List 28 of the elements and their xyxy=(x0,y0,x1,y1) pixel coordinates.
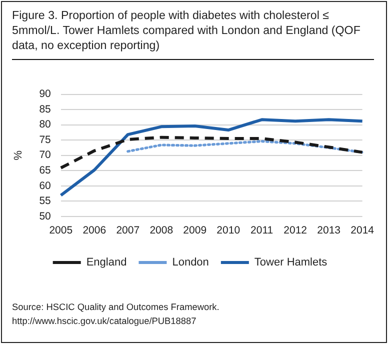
y-tick-label: 65 xyxy=(39,164,52,177)
x-tick-label: 2014 xyxy=(350,224,374,237)
chart-title: Figure 3. Proportion of people with diabetes with cholesterol ≤ 5mmol/L. Tower Hamlets compared with London and England (QOF data, no exception reporting) xyxy=(12,8,374,60)
x-tick-label: 2005 xyxy=(49,224,73,237)
line-series xyxy=(59,136,364,170)
x-tick-label: 2009 xyxy=(183,224,207,237)
y-tick-label: 50 xyxy=(39,210,52,222)
y-tick-label: 90 xyxy=(39,88,52,100)
x-tick-label: 2012 xyxy=(284,224,308,237)
y-tick-label: 55 xyxy=(39,195,52,208)
x-tick-label: 2008 xyxy=(150,224,174,237)
x-tick-label: 2011 xyxy=(250,224,274,237)
legend-label: London xyxy=(172,256,209,269)
text: http://www.hscic.gov.uk/catalogue/PUB18887 xyxy=(12,315,198,328)
y-tick-label: 75 xyxy=(39,134,52,146)
y-axis-title: % xyxy=(12,150,25,160)
y-tick-label: 60 xyxy=(39,180,52,192)
legend-label: Tower Hamlets xyxy=(254,256,328,269)
y-tick-label: 70 xyxy=(39,149,52,162)
source-note: Source: HSCIC Quality and Outcomes Framework. xyxy=(12,301,220,314)
line-series xyxy=(126,140,364,154)
y-tick-label: 85 xyxy=(39,103,52,116)
y-tick-label: 80 xyxy=(39,118,52,131)
x-tick-label: 2013 xyxy=(317,224,341,237)
x-tick-label: 2007 xyxy=(116,224,140,237)
x-tick-label: 2006 xyxy=(82,224,106,237)
x-tick-label: 2010 xyxy=(216,224,240,237)
legend-label: England xyxy=(86,256,127,269)
